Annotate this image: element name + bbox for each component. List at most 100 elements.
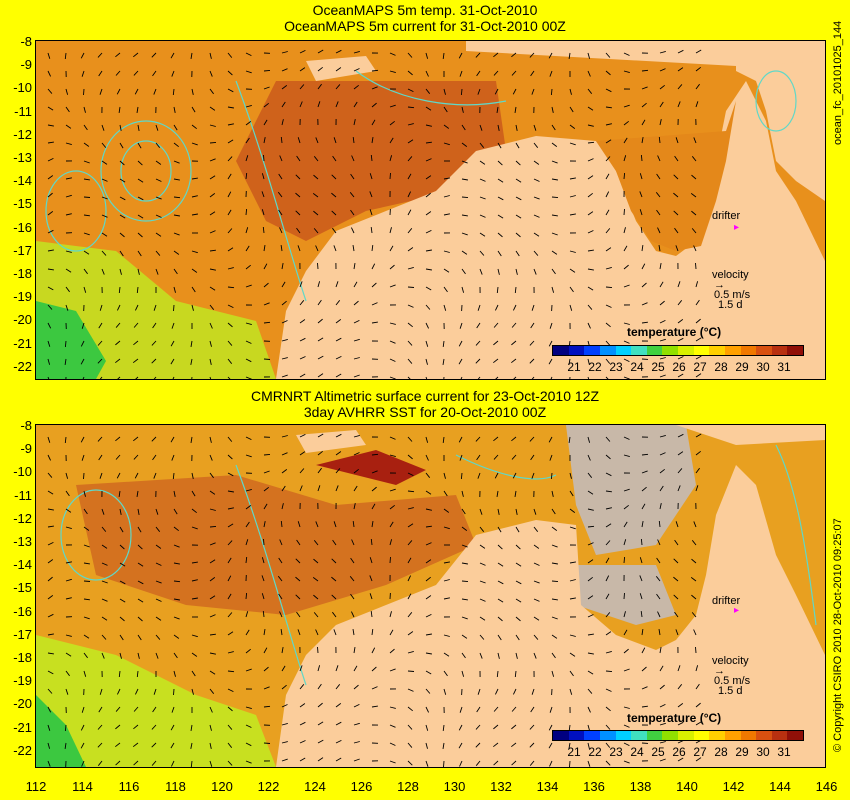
current-arrow (442, 436, 445, 443)
current-arrow (317, 683, 322, 690)
current-arrow (659, 434, 666, 438)
current-arrow (98, 706, 103, 713)
current-arrow (245, 376, 252, 379)
current-arrow (442, 742, 445, 749)
current-arrow (623, 245, 628, 252)
current-arrow (245, 539, 249, 546)
current-arrow (371, 321, 378, 324)
current-arrow (333, 629, 337, 636)
velocity-label-top: velocity (712, 269, 749, 281)
current-arrow (389, 504, 395, 510)
current-arrow (263, 503, 268, 510)
current-arrow (695, 665, 699, 672)
current-arrow (64, 724, 67, 732)
current-arrow (296, 227, 301, 234)
current-arrow (281, 300, 287, 306)
current-arrow (587, 525, 595, 528)
current-arrow (65, 268, 72, 273)
current-arrow (673, 210, 679, 216)
current-arrow (407, 88, 414, 93)
current-arrow (623, 358, 630, 363)
current-arrow (281, 503, 284, 510)
current-arrow (371, 453, 379, 456)
current-arrow (227, 228, 233, 234)
current-arrow (370, 154, 373, 162)
current-arrow (209, 52, 212, 59)
current-arrow (407, 688, 414, 692)
cold-region (36, 695, 86, 767)
current-arrow (245, 52, 252, 57)
current-arrow (461, 250, 468, 255)
current-arrow (425, 192, 431, 198)
current-arrow (65, 142, 72, 146)
current-arrow (335, 468, 341, 474)
current-arrow (47, 760, 51, 767)
current-arrow (245, 611, 249, 618)
current-arrow (551, 544, 558, 548)
current-arrow (137, 580, 144, 585)
current-arrow (493, 340, 499, 346)
current-arrow (407, 52, 413, 58)
latitude-label: -10 (13, 464, 32, 480)
current-arrow (530, 706, 535, 713)
current-arrow (350, 611, 355, 618)
colorbar-tick-label: 30 (756, 745, 770, 759)
current-arrow (353, 263, 356, 270)
current-arrow (119, 508, 122, 515)
current-arrow (425, 286, 432, 291)
current-arrow (587, 508, 594, 511)
current-arrow (83, 580, 91, 582)
top-map-panel (35, 40, 826, 380)
current-arrow (152, 322, 157, 329)
current-arrow (64, 52, 67, 60)
current-arrow (173, 124, 178, 131)
current-arrow (371, 629, 374, 636)
current-arrow (137, 214, 144, 219)
current-arrow (407, 173, 412, 180)
current-arrow (155, 232, 162, 237)
current-arrow (425, 358, 428, 365)
current-arrow (299, 319, 306, 324)
current-arrow (695, 721, 702, 726)
current-arrow (569, 670, 574, 677)
current-arrow (459, 760, 463, 767)
current-arrow (371, 263, 376, 270)
current-arrow (227, 631, 234, 636)
current-arrow (605, 191, 610, 198)
current-arrow (245, 556, 248, 564)
current-arrow (476, 706, 481, 713)
current-arrow (209, 652, 216, 655)
current-arrow (98, 70, 103, 77)
current-arrow (407, 557, 412, 564)
current-arrow (550, 376, 553, 379)
current-arrow (65, 472, 69, 479)
current-arrow (190, 52, 193, 59)
current-arrow (263, 470, 270, 474)
current-arrow (245, 505, 252, 510)
current-arrow (659, 68, 666, 72)
current-arrow (227, 540, 233, 546)
current-arrow (47, 633, 54, 636)
current-arrow (461, 268, 466, 275)
current-arrow (551, 160, 558, 164)
current-arrow (245, 706, 252, 710)
current-arrow (587, 595, 594, 600)
current-arrow (209, 742, 212, 749)
current-arrow (170, 742, 175, 749)
current-arrow (137, 232, 143, 238)
current-arrow (65, 688, 69, 695)
current-arrow (425, 542, 432, 546)
current-arrow (533, 142, 539, 148)
current-arrow (389, 155, 393, 162)
current-arrow (655, 192, 661, 198)
current-arrow (371, 705, 378, 708)
current-arrow (460, 376, 463, 379)
current-arrow (371, 302, 378, 306)
current-arrow (605, 304, 612, 308)
current-arrow (623, 264, 629, 270)
current-arrow (227, 376, 231, 379)
current-arrow (673, 558, 679, 564)
current-arrow (299, 84, 305, 90)
current-arrow (349, 192, 355, 198)
current-arrow (47, 211, 54, 216)
